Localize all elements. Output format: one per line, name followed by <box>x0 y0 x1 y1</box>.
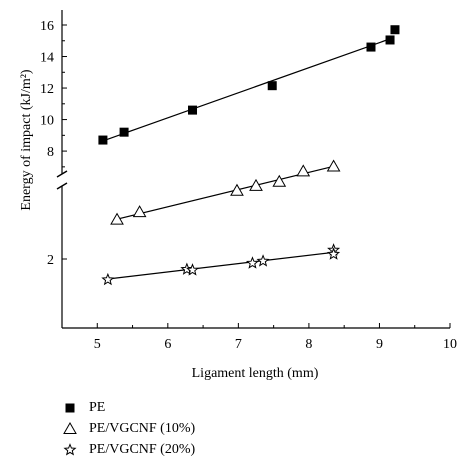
x-tick-label: 6 <box>164 337 171 352</box>
legend-label: PE/VGCNF (10%) <box>89 420 196 436</box>
axis-break-mark <box>56 182 68 190</box>
y-tick-label: 16 <box>40 19 54 34</box>
legend-marker-shape <box>65 403 75 412</box>
legend-marker <box>65 403 75 412</box>
y-tick-label: 8 <box>47 145 54 160</box>
legend-marker <box>63 421 77 434</box>
x-tick-label: 9 <box>376 337 383 352</box>
data-point <box>296 164 311 177</box>
data-point <box>110 212 124 225</box>
x-tick-label: 10 <box>443 337 457 352</box>
data-point <box>188 105 198 115</box>
y-tick-label: 14 <box>40 51 54 66</box>
y-axis-label: Energy of impact (kJ/m²) <box>19 69 34 211</box>
y-tick-label: 2 <box>47 253 54 268</box>
data-point <box>326 159 341 172</box>
legend: PE PE/VGCNF (10%) PE/VGCNF (20%) <box>62 398 195 461</box>
data-point <box>327 247 341 260</box>
y-axis-ticks: 8 10 12 14 16 2 <box>40 19 67 268</box>
data-point <box>101 272 115 286</box>
data-point <box>366 42 376 52</box>
data-point <box>272 174 287 187</box>
legend-label: PE/VGCNF (20%) <box>89 441 196 457</box>
axes <box>56 10 450 329</box>
x-axis-ticks: 5 6 7 8 9 10 <box>61 323 457 352</box>
data-point <box>385 35 395 45</box>
fit-lines <box>100 37 394 280</box>
x-tick-label: 5 <box>94 337 101 352</box>
data-point <box>132 205 147 218</box>
data-point <box>119 127 129 137</box>
legend-marker-shape <box>63 442 77 456</box>
data-point <box>98 135 108 145</box>
legend-item: PE <box>62 398 195 417</box>
data-point <box>390 25 400 35</box>
data-point <box>185 263 200 276</box>
y-tick-label: 12 <box>40 82 54 97</box>
legend-marker <box>63 442 77 456</box>
legend-item: PE/VGCNF (10%) <box>62 419 195 438</box>
legend-item: PE/VGCNF (20%) <box>62 440 195 459</box>
legend-marker-shape <box>63 421 77 434</box>
data-point <box>249 178 263 191</box>
x-axis-label: Ligament length (mm) <box>192 366 319 381</box>
x-tick-label: 7 <box>235 337 242 352</box>
fit-line <box>100 37 394 143</box>
fit-line <box>107 251 336 280</box>
x-tick-label: 8 <box>305 337 312 352</box>
data-points <box>98 25 400 286</box>
y-tick-label: 10 <box>40 114 54 129</box>
data-point <box>230 183 244 196</box>
data-point <box>256 254 270 267</box>
data-point <box>245 256 259 269</box>
legend-label: PE <box>89 399 106 415</box>
data-point <box>267 81 277 91</box>
axis-break-mark <box>56 170 68 178</box>
